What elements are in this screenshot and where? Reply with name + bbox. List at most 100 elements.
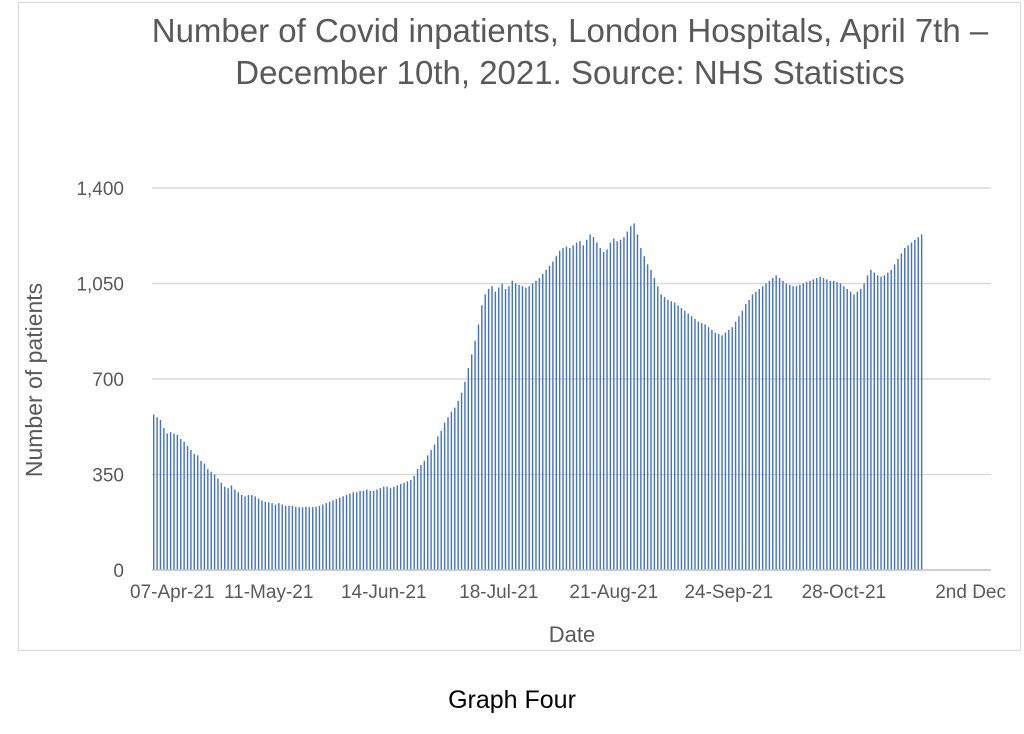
- bar: [359, 490, 361, 570]
- bar: [860, 288, 862, 570]
- bar: [190, 449, 192, 570]
- bar: [224, 486, 226, 570]
- x-tick-label: 07-Apr-21: [130, 582, 215, 603]
- bar: [278, 503, 280, 570]
- bar: [812, 279, 815, 570]
- bar: [646, 264, 649, 570]
- bar: [328, 501, 331, 570]
- bar: [606, 249, 608, 570]
- bar: [163, 428, 165, 570]
- bar: [707, 327, 710, 570]
- bar: [379, 488, 382, 570]
- bar: [369, 490, 371, 570]
- bar: [596, 242, 598, 570]
- bar: [311, 507, 314, 570]
- bar: [775, 275, 777, 570]
- bar: [420, 464, 422, 570]
- bar: [203, 463, 206, 570]
- bar: [457, 400, 459, 570]
- gridlines: [152, 187, 991, 476]
- bar: [653, 278, 656, 570]
- bar: [406, 481, 409, 570]
- bar: [339, 497, 341, 570]
- bar: [650, 269, 652, 570]
- bar: [843, 286, 845, 570]
- bar: [904, 248, 906, 570]
- x-tick-label: 11-May-21: [224, 582, 313, 603]
- bar: [748, 299, 750, 570]
- bar: [548, 265, 551, 570]
- bar: [914, 239, 916, 570]
- bar: [295, 506, 297, 570]
- bar: [308, 507, 311, 570]
- bar: [247, 494, 250, 570]
- bar: [315, 506, 317, 570]
- bar: [244, 496, 246, 570]
- x-tick-label: 21-Aug-21: [569, 582, 658, 603]
- bar: [268, 502, 270, 570]
- y-tick-label: 1,400: [76, 179, 124, 200]
- bar: [220, 482, 223, 570]
- bar: [721, 335, 723, 570]
- bar: [897, 258, 899, 570]
- bar: [376, 489, 378, 570]
- bar: [454, 407, 456, 570]
- bar: [785, 283, 788, 570]
- bar: [816, 278, 818, 570]
- bar: [531, 283, 534, 570]
- bar: [684, 310, 686, 570]
- bar: [660, 294, 662, 570]
- bar: [795, 286, 798, 570]
- bar: [667, 299, 669, 570]
- bar: [169, 432, 172, 570]
- bar: [386, 486, 388, 570]
- bar: [673, 302, 676, 570]
- bar: [416, 469, 419, 570]
- bar: [393, 486, 395, 570]
- bar: [626, 231, 629, 570]
- bar: [694, 318, 696, 570]
- bar: [234, 489, 236, 570]
- bar: [298, 507, 300, 570]
- bar: [893, 264, 896, 570]
- bar: [782, 280, 784, 570]
- bar: [552, 261, 554, 570]
- bar: [274, 504, 277, 570]
- bar: [156, 417, 158, 570]
- bar: [717, 333, 720, 570]
- x-tick-label: 18-Jul-21: [459, 582, 538, 603]
- bar: [366, 489, 368, 570]
- bar: [613, 238, 615, 571]
- bar: [629, 226, 632, 570]
- bar: [443, 422, 446, 570]
- bar: [210, 471, 212, 570]
- x-tick-label: 24-Sep-21: [684, 582, 773, 603]
- bar: [910, 242, 913, 570]
- bar: [481, 305, 483, 570]
- bar: [240, 494, 243, 570]
- bar: [738, 316, 740, 570]
- bar: [863, 283, 865, 570]
- bar: [799, 284, 801, 570]
- bar: [227, 488, 229, 570]
- bar: [159, 419, 162, 570]
- bar: [514, 283, 517, 570]
- bar: [230, 485, 233, 570]
- bar: [616, 241, 618, 570]
- x-tick-label: 28-Oct-21: [802, 582, 886, 603]
- bar: [870, 269, 872, 570]
- bar: [284, 505, 287, 570]
- bar: [731, 327, 733, 570]
- bar: [430, 449, 432, 570]
- bar: [697, 321, 700, 570]
- bar: [592, 237, 595, 571]
- chart-plot: 0 350 700 1,050 1,400 07-Apr-21 11-May-21 14-Ju…: [21, 179, 1006, 647]
- bar: [836, 282, 838, 570]
- bar: [846, 288, 848, 570]
- bar: [565, 246, 568, 570]
- bar: [251, 494, 253, 570]
- bar: [826, 279, 828, 570]
- bar: [728, 329, 730, 570]
- bar: [237, 492, 239, 570]
- bar: [389, 488, 392, 570]
